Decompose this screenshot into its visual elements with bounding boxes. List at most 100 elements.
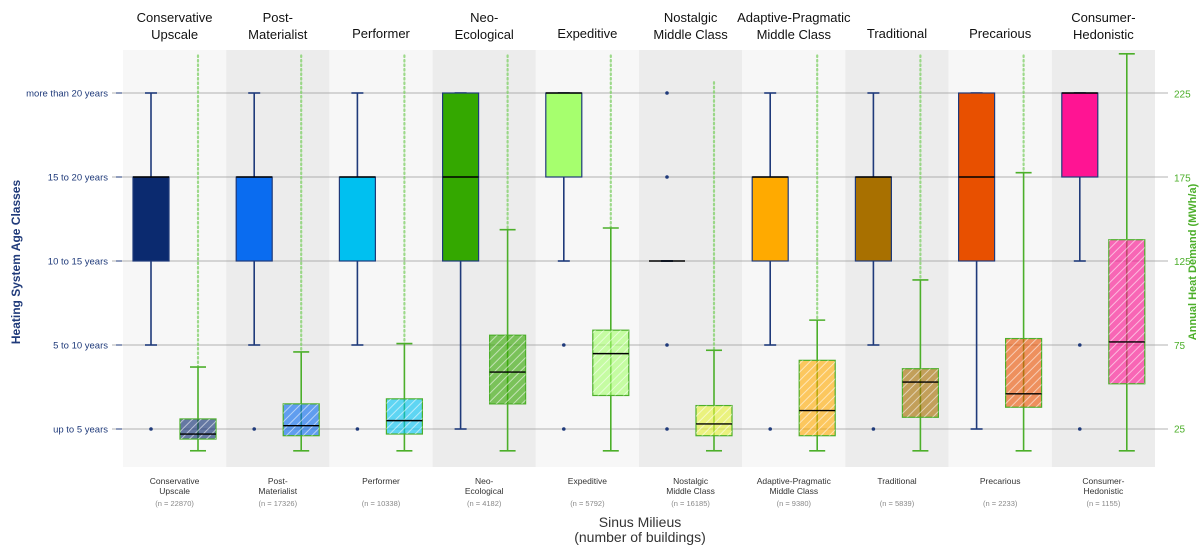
heat-box-hatch <box>592 330 629 396</box>
bottom-category-label: Hedonistic <box>1084 486 1124 496</box>
top-category-label: Hedonistic <box>1073 27 1134 42</box>
category-bands <box>123 50 1155 467</box>
category-n-label: (n = 22870) <box>155 499 194 508</box>
bottom-category-label: Neo- <box>475 476 494 486</box>
category-group <box>751 54 836 452</box>
top-category-label: Neo- <box>470 10 498 25</box>
category-n-label: (n = 5792) <box>570 499 605 508</box>
bottom-category-label: Precarious <box>980 476 1021 486</box>
right-tick-label: 75 <box>1174 341 1186 352</box>
right-tick-label: 175 <box>1174 173 1191 184</box>
category-n-label: (n = 1155) <box>1086 499 1120 508</box>
age-outlier <box>665 175 669 179</box>
category-n-label: (n = 17326) <box>259 499 298 508</box>
boxes <box>132 52 1146 452</box>
right-tick-label: 225 <box>1174 90 1191 101</box>
bottom-category-label: Middle Class <box>769 486 818 496</box>
bottom-category-label: Upscale <box>159 486 190 496</box>
age-outlier <box>252 427 256 431</box>
category-group <box>132 54 217 452</box>
age-box <box>338 176 376 262</box>
heat-box-hatch <box>1108 239 1145 384</box>
bottom-category-label: Traditional <box>877 476 916 486</box>
top-category-labels: Conservative Upscale Post- Materialist Perfo… <box>137 10 1136 42</box>
age-outlier <box>665 91 669 95</box>
heat-box-hatch <box>489 335 526 404</box>
age-outlier <box>871 427 876 431</box>
category-group <box>235 54 320 452</box>
heat-box-hatch <box>799 360 836 436</box>
heat-box-hatch <box>283 403 320 436</box>
x-axis-title: Sinus Milieus <box>599 514 681 530</box>
left-axis-title: Heating System Age Classes <box>9 180 23 345</box>
heat-box-hatch <box>386 398 423 435</box>
category-band <box>639 50 743 467</box>
age-box <box>854 176 893 262</box>
category-n-label: (n = 9380) <box>777 499 812 508</box>
bottom-category-label: Middle Class <box>666 486 715 496</box>
bottom-category-label: Consumer- <box>1082 476 1124 486</box>
top-category-label: Materialist <box>248 27 308 42</box>
heat-box-hatch <box>180 418 216 440</box>
top-category-label: Upscale <box>151 27 198 42</box>
category-n-label: (n = 10338) <box>362 499 401 508</box>
bottom-category-label: Conservative <box>150 476 200 486</box>
left-tick-label: 15 to 20 years <box>48 173 108 184</box>
bottom-category-label: Post- <box>268 476 288 486</box>
x-axis-subtitle: (number of buildings) <box>574 529 706 545</box>
age-outlier <box>665 427 669 431</box>
top-category-label: Nostalgic <box>664 10 718 25</box>
top-category-label: Conservative <box>137 10 213 25</box>
category-n-label: (n = 16185) <box>671 499 710 508</box>
heat-box-hatch <box>902 368 939 418</box>
top-category-label: Traditional <box>867 26 927 41</box>
bottom-category-label: Ecological <box>465 486 504 496</box>
category-group <box>338 54 423 452</box>
top-category-label: Middle Class <box>653 27 728 42</box>
age-outlier <box>562 343 566 347</box>
age-box <box>751 176 789 262</box>
category-n-label: (n = 5839) <box>880 499 915 508</box>
age-box <box>1061 92 1099 178</box>
age-box <box>545 92 583 178</box>
top-category-label: Middle Class <box>757 27 832 42</box>
age-outlier <box>149 427 153 431</box>
category-group <box>1061 52 1146 452</box>
right-tick-label: 125 <box>1174 257 1191 268</box>
bottom-category-label: Adaptive-Pragmatic <box>757 476 832 486</box>
top-category-label: Ecological <box>455 27 514 42</box>
top-category-label: Adaptive-Pragmatic <box>737 10 851 25</box>
left-tick-label: up to 5 years <box>53 425 108 436</box>
age-outlier <box>768 427 772 431</box>
top-category-label: Precarious <box>969 26 1032 41</box>
age-outlier <box>1078 343 1082 347</box>
category-group <box>854 54 940 452</box>
right-axis-title: Annual Heat Demand (MWh/a) <box>1187 183 1199 340</box>
bottom-category-label: Performer <box>362 476 400 486</box>
bottom-category-label: Expeditive <box>568 476 607 486</box>
category-n-label: (n = 4182) <box>467 499 502 508</box>
age-outlier <box>355 427 360 431</box>
top-category-label: Performer <box>352 26 410 41</box>
category-n-label: (n = 2233) <box>983 499 1018 508</box>
right-axis: 25 75 125 175 225 <box>1174 90 1191 436</box>
age-box <box>132 176 170 262</box>
age-box <box>235 176 273 262</box>
category-group <box>649 81 733 452</box>
category-group <box>957 54 1043 452</box>
left-tick-label: 10 to 15 years <box>48 257 108 268</box>
top-category-label: Consumer- <box>1071 10 1135 25</box>
age-outlier <box>562 427 566 431</box>
heat-box-hatch <box>1005 338 1042 408</box>
top-category-label: Post- <box>263 10 293 25</box>
bottom-category-label: Nostalgic <box>673 476 709 486</box>
right-tick-label: 25 <box>1174 425 1186 436</box>
top-category-label: Expeditive <box>557 26 617 41</box>
bottom-category-label: Materialist <box>258 486 297 496</box>
left-tick-label: more than 20 years <box>26 89 108 100</box>
left-axis: up to 5 years 5 to 10 years 10 to 15 years… <box>26 89 122 436</box>
heat-box-hatch <box>696 405 732 436</box>
left-tick-label: 5 to 10 years <box>53 341 108 352</box>
